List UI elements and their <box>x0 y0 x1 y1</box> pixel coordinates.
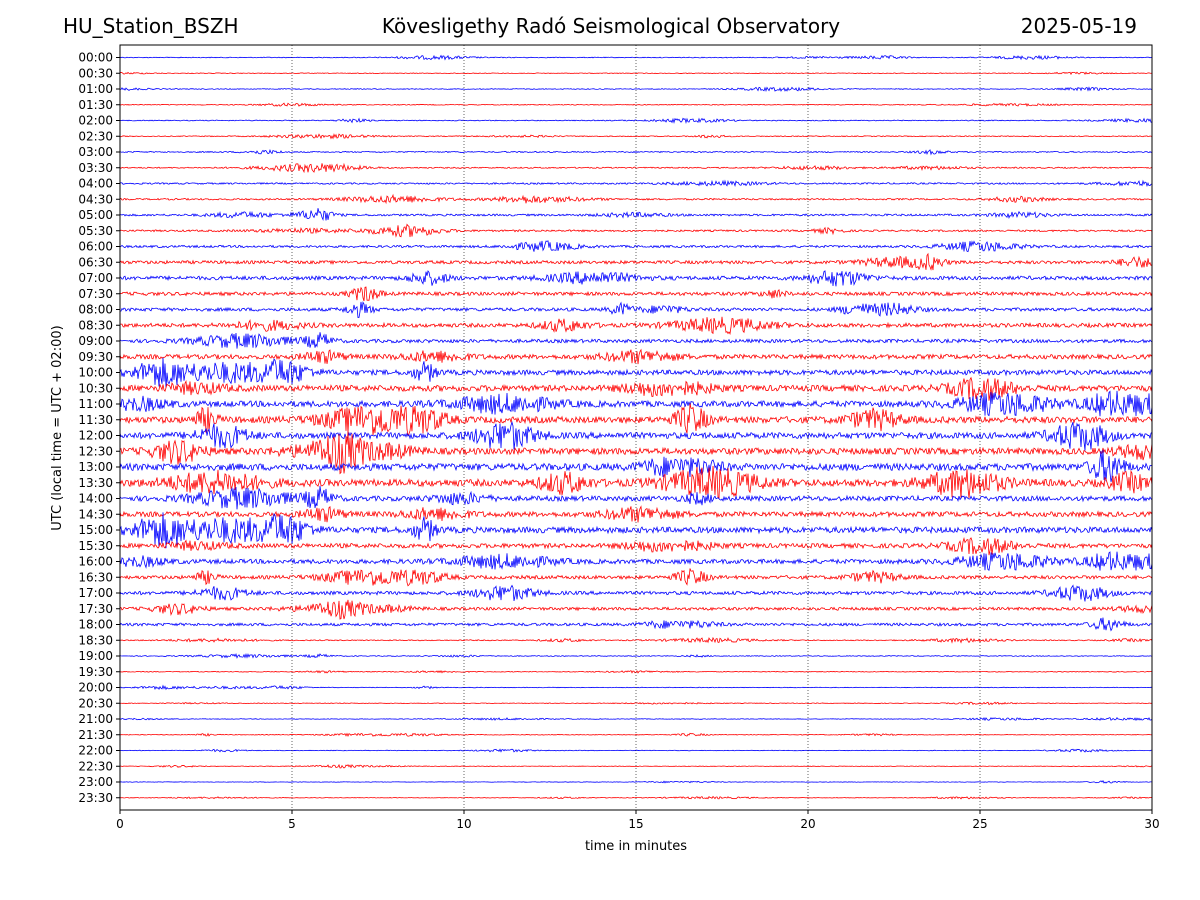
vertical-grid <box>291 45 981 810</box>
y-tick-label: 07:30 <box>78 287 113 301</box>
y-tick-label: 17:30 <box>78 602 113 616</box>
trace-0100 <box>119 86 1153 92</box>
y-tick-label: 18:30 <box>78 633 113 647</box>
trace-1730 <box>119 599 1153 620</box>
y-tick-label: 01:30 <box>78 98 113 112</box>
trace-0730 <box>119 286 1153 302</box>
y-tick-label: 20:00 <box>78 681 113 695</box>
y-tick-label: 03:30 <box>78 161 113 175</box>
x-axis-ticks: 0 5 10 15 20 25 30 <box>116 810 1160 831</box>
y-tick-label: 00:30 <box>78 66 113 80</box>
y-tick-label: 08:30 <box>78 318 113 332</box>
x-axis-label: time in minutes <box>585 839 687 854</box>
y-tick-label: 16:00 <box>78 555 113 569</box>
trace-0800 <box>119 301 1153 319</box>
trace-0030 <box>119 71 1153 76</box>
trace-1630 <box>119 568 1153 587</box>
y-tick-label: 15:00 <box>78 523 113 537</box>
y-tick-label: 10:30 <box>78 381 113 395</box>
y-axis-label: UTC (local time = UTC + 02:00) <box>50 325 65 530</box>
x-tick-label: 10 <box>456 817 471 831</box>
y-tick-label: 22:00 <box>78 744 113 758</box>
y-tick-label: 17:00 <box>78 586 113 600</box>
y-tick-label: 12:00 <box>78 429 113 443</box>
y-tick-label: 10:00 <box>78 366 113 380</box>
x-tick-label: 15 <box>628 817 643 831</box>
x-tick-label: 20 <box>800 817 815 831</box>
y-tick-label: 20:30 <box>78 696 113 710</box>
trace-0530 <box>119 223 1153 238</box>
trace-2300 <box>119 780 1153 784</box>
y-tick-label: 02:30 <box>78 129 113 143</box>
y-tick-label: 03:00 <box>78 145 113 159</box>
observatory-title: Kövesligethy Radó Seismological Observat… <box>381 14 841 38</box>
y-tick-label: 05:00 <box>78 208 113 222</box>
y-tick-label: 13:30 <box>78 476 113 490</box>
trace-0430 <box>119 193 1153 205</box>
y-tick-label: 11:00 <box>78 397 113 411</box>
trace-0900 <box>119 332 1153 349</box>
y-tick-label: 16:30 <box>78 570 113 584</box>
y-tick-label: 15:30 <box>78 539 113 553</box>
y-tick-label: 05:30 <box>78 224 113 238</box>
y-tick-label: 12:30 <box>78 444 113 458</box>
y-tick-label: 14:30 <box>78 507 113 521</box>
station-name: HU_Station_BSZH <box>63 14 239 38</box>
y-tick-label: 04:00 <box>78 177 113 191</box>
y-tick-label: 19:30 <box>78 665 113 679</box>
x-tick-label: 5 <box>288 817 296 831</box>
y-tick-label: 19:00 <box>78 649 113 663</box>
y-tick-label: 06:30 <box>78 255 113 269</box>
y-tick-label: 18:00 <box>78 618 113 632</box>
record-date: 2025-05-19 <box>1020 14 1137 38</box>
trace-1330 <box>119 466 1153 500</box>
trace-0830 <box>119 316 1153 335</box>
trace-1900 <box>119 653 1153 659</box>
trace-1400 <box>119 485 1153 510</box>
y-tick-label: 11:30 <box>78 413 113 427</box>
y-tick-label: 04:30 <box>78 192 113 206</box>
y-tick-label: 07:00 <box>78 271 113 285</box>
y-tick-label: 13:00 <box>78 460 113 474</box>
y-tick-label: 21:00 <box>78 712 113 726</box>
y-tick-label: 22:30 <box>78 759 113 773</box>
y-tick-label: 21:30 <box>78 728 113 742</box>
trace-0230 <box>119 133 1153 140</box>
y-tick-label: 08:00 <box>78 303 113 317</box>
x-tick-label: 0 <box>116 817 124 831</box>
y-tick-label: 14:00 <box>78 492 113 506</box>
y-tick-label: 06:00 <box>78 240 113 254</box>
x-tick-label: 25 <box>972 817 987 831</box>
trace-1700 <box>119 584 1153 602</box>
trace-1830 <box>119 636 1153 644</box>
trace-0330 <box>119 162 1153 174</box>
trace-2130 <box>119 732 1153 738</box>
y-tick-label: 23:00 <box>78 775 113 789</box>
y-tick-label: 00:00 <box>78 51 113 65</box>
y-tick-label: 09:30 <box>78 350 113 364</box>
y-tick-label: 02:00 <box>78 114 113 128</box>
y-tick-label: 23:30 <box>78 791 113 805</box>
y-tick-label: 01:00 <box>78 82 113 96</box>
trace-1100 <box>119 390 1153 417</box>
x-tick-label: 30 <box>1144 817 1159 831</box>
trace-2100 <box>119 716 1153 722</box>
trace-1430 <box>119 505 1153 523</box>
trace-0300 <box>119 149 1153 156</box>
y-tick-label: 09:00 <box>78 334 113 348</box>
